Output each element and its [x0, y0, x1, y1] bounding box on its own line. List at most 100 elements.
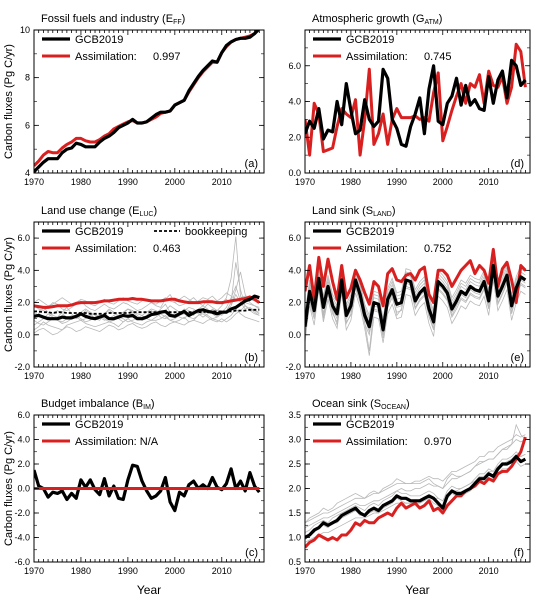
- ensemble-line: [305, 279, 526, 356]
- series-group: [34, 463, 261, 513]
- y-tick-label: 2.5: [288, 459, 301, 469]
- y-tick-label: 2.0: [288, 298, 301, 308]
- x-tick-label: 2000: [165, 177, 185, 187]
- legend-label-assimilation: Assimilation:: [346, 243, 408, 255]
- panel-title-subscript: ATM: [424, 19, 438, 26]
- y-tick-label: 0.0: [288, 168, 301, 178]
- y-tick-label: 2.0: [288, 132, 301, 142]
- panel-title-end: ): [153, 205, 157, 217]
- x-tick-label: 2000: [165, 371, 185, 381]
- x-tick-label: 1990: [387, 566, 407, 576]
- legend-label-assimilation: Assimilation:: [346, 51, 408, 63]
- panel-label: (f): [514, 547, 524, 559]
- x-axis-label: Year: [137, 583, 161, 597]
- y-tick-label: 4.0: [17, 435, 30, 445]
- panel-title-subscript: LAND: [373, 211, 392, 218]
- panel-title-main: Fossil fuels and industry (E: [41, 13, 173, 25]
- x-tick-label: 2000: [433, 566, 453, 576]
- y-tick-label: 3.0: [288, 435, 301, 445]
- series-line-gcb2019: [305, 455, 527, 539]
- legend-correlation-value: 0.997: [153, 51, 181, 63]
- panel-b: Land use change (ELUC) 1970 1980 1990 2000 20…: [14, 205, 265, 381]
- series-line-assimilation: [305, 247, 527, 308]
- panel-title-main: Land sink (S: [312, 205, 373, 217]
- y-axis-label: Carbon fluxes (Pg C/yr): [3, 44, 15, 159]
- y-tick-label: 0.0: [17, 330, 30, 340]
- y-tick-label: 6: [25, 120, 30, 130]
- ensemble-line: [305, 453, 526, 543]
- y-tick-label: 0.0: [288, 330, 301, 340]
- panel-e: Land sink (SLAND) 1970 1980 1990 2000 2010 -2.…: [285, 205, 531, 381]
- x-tick-label: 2000: [433, 371, 453, 381]
- legend-label-assimilation: Assimilation: N/A: [75, 436, 159, 448]
- x-tick-label: 1980: [341, 566, 361, 576]
- x-tick-label: 2010: [212, 177, 232, 187]
- x-tick-label: 1990: [118, 566, 138, 576]
- legend-correlation-value: 0.970: [424, 436, 452, 448]
- series-group: [34, 236, 261, 336]
- panel-title-main: Land use change (E: [41, 205, 139, 217]
- ensemble-line: [305, 451, 526, 533]
- panel-title-end: ): [182, 13, 186, 25]
- series-line-gcb2019: [34, 30, 261, 173]
- ensemble-line: [305, 423, 526, 524]
- y-tick-label: 2.0: [17, 459, 30, 469]
- y-tick-label: 1.0: [288, 533, 301, 543]
- panel-a: Fossil fuels and industry (EFF) 1970 1980 1…: [20, 13, 265, 187]
- legend-correlation-value: 0.752: [424, 243, 452, 255]
- y-tick-label: 0.5: [288, 557, 301, 567]
- x-tick-label: 1970: [295, 566, 315, 576]
- panel-title-end: ): [151, 398, 155, 410]
- y-axis-label: Carbon fluxes (Pg C/yr): [3, 431, 15, 546]
- x-tick-label: 2000: [433, 177, 453, 187]
- panel-title-main: Atmospheric growth (G: [312, 13, 424, 25]
- series-line-assimilation: [34, 295, 261, 309]
- panel-title-subscript: FF: [173, 19, 182, 26]
- panel-d: Atmospheric growth (GATM) 1970 1980 1990 200…: [288, 13, 531, 187]
- panel-label: (e): [511, 352, 524, 364]
- panel-title: Ocean sink (SOCEAN): [312, 398, 410, 411]
- x-tick-label: 1990: [387, 371, 407, 381]
- x-tick-label: 1980: [341, 177, 361, 187]
- y-tick-label: 4.0: [17, 265, 30, 275]
- series-group: [34, 30, 261, 173]
- plot-frame: [33, 29, 265, 174]
- legend-label-gcb: GCB2019: [346, 419, 394, 431]
- legend-correlation-value: 0.463: [153, 243, 181, 255]
- legend-correlation-value: 0.745: [424, 51, 452, 63]
- x-tick-label: 1990: [118, 177, 138, 187]
- y-tick-label: 3.5: [288, 410, 301, 420]
- y-tick-label: -4.0: [14, 533, 30, 543]
- plot-frame: [304, 221, 531, 368]
- y-tick-label: 6.0: [17, 233, 30, 243]
- series-line-gcb2019: [305, 58, 527, 148]
- x-tick-label: 1990: [387, 177, 407, 187]
- panel-label: (b): [245, 352, 258, 364]
- legend-label-gcb: GCB2019: [346, 226, 394, 238]
- x-tick-label: 2000: [165, 566, 185, 576]
- panel-title-main: Ocean sink (S: [312, 398, 381, 410]
- y-tick-label: 6.0: [17, 410, 30, 420]
- y-tick-label: 8: [25, 73, 30, 83]
- panel-title: Land sink (SLAND): [312, 205, 396, 218]
- series-line-gcb2019: [34, 294, 260, 321]
- y-tick-label: -2.0: [14, 362, 30, 372]
- y-tick-label: 6.0: [288, 61, 301, 71]
- panel-title-main: Budget imbalance (B: [41, 398, 143, 410]
- legend-label-bookkeeping: bookkeeping: [185, 226, 247, 238]
- plot-frame: [33, 221, 265, 368]
- y-tick-label: 4.0: [288, 97, 301, 107]
- legend-label-gcb: GCB2019: [75, 34, 123, 46]
- y-axis-label: Carbon fluxes (Pg C/yr): [3, 237, 15, 352]
- legend-label-assimilation: Assimilation:: [346, 436, 408, 448]
- y-tick-label: 10: [20, 25, 30, 35]
- y-tick-label: 0.0: [17, 484, 30, 494]
- y-tick-label: 6.0: [288, 233, 301, 243]
- y-tick-label: 4.0: [288, 265, 301, 275]
- x-tick-label: 1980: [341, 371, 361, 381]
- panel-label: (d): [511, 158, 524, 170]
- legend-label-assimilation: Assimilation:: [75, 51, 137, 63]
- panel-title-subscript: LUC: [139, 211, 153, 218]
- legend-label-gcb: GCB2019: [75, 226, 123, 238]
